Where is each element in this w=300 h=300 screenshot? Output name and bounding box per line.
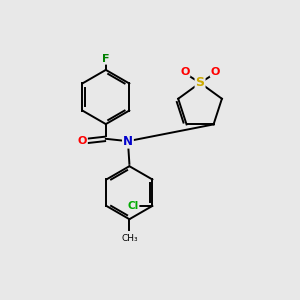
- Text: CH₃: CH₃: [121, 234, 138, 243]
- Text: O: O: [211, 67, 220, 77]
- Text: N: N: [123, 135, 133, 148]
- Text: O: O: [180, 67, 189, 77]
- Text: S: S: [196, 76, 205, 89]
- Text: Cl: Cl: [127, 201, 139, 211]
- Text: O: O: [78, 136, 87, 146]
- Text: F: F: [102, 54, 110, 64]
